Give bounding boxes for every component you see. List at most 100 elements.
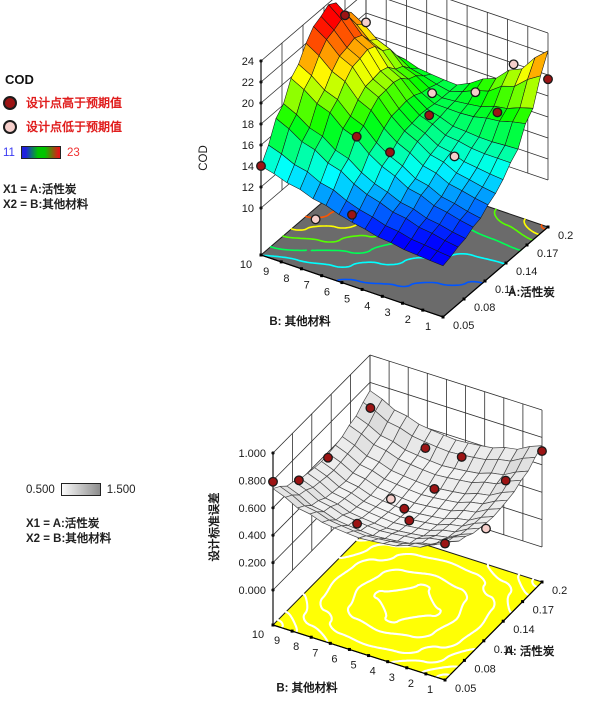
a-axis-title: A: 活性炭 — [505, 644, 555, 658]
contour-line — [319, 552, 496, 655]
z-tick-label: 24 — [242, 56, 254, 68]
z-tick — [271, 561, 275, 565]
b-tick-label: 3 — [384, 307, 390, 319]
b-tick — [299, 267, 303, 271]
a-tick — [483, 279, 487, 283]
gray-scale-bar — [60, 483, 101, 496]
a-tick-label: 0.17 — [537, 248, 558, 260]
z-tick — [259, 143, 263, 147]
b-tick — [259, 253, 263, 257]
a-tick-label: 0.08 — [474, 663, 495, 675]
a-tick — [443, 678, 447, 682]
b-tick-label: 5 — [350, 660, 356, 672]
stderr-legend: 0.500 1.500 X1 = A:活性炭 X2 = B:其他材料 — [26, 483, 221, 547]
z-tick — [259, 206, 263, 210]
z-tick-label: 20 — [242, 98, 254, 110]
z-tick-label: 0.400 — [238, 530, 266, 542]
a-tick-label: 0.17 — [533, 605, 554, 617]
b-tick — [340, 281, 344, 285]
b-tick-label: 2 — [408, 678, 414, 690]
b-tick — [290, 629, 294, 633]
a-tick-label: 0.14 — [516, 266, 537, 278]
b-tick — [405, 666, 409, 670]
b-axis-title: B: 其他材料 — [269, 314, 331, 328]
z-tick-label: 18 — [242, 119, 254, 131]
design-point-above — [537, 446, 547, 457]
b-tick — [421, 308, 425, 312]
a-tick — [546, 225, 550, 229]
scale-min-label: 0.500 — [26, 483, 55, 496]
design-point-above — [500, 475, 511, 486]
b-tick-label: 6 — [331, 653, 337, 665]
legend-above-row: 设计点高于预期值 — [3, 94, 198, 111]
b-tick — [386, 660, 390, 664]
factor-x1: X1 = A:活性炭 — [26, 518, 100, 530]
b-tick-label: 2 — [405, 314, 411, 326]
a-tick — [462, 297, 466, 301]
factor-definitions: X1 = A:活性炭 X2 = B:其他材料 — [3, 183, 198, 213]
floor-contours — [276, 528, 539, 679]
z-tick-label: 0.800 — [238, 475, 266, 487]
z-tick — [259, 101, 263, 105]
cod-legend: COD 设计点高于预期值 设计点低于预期值 11 23 X1 = A:活性炭 X… — [3, 72, 198, 213]
z-tick — [271, 588, 275, 592]
b-tick-label: 7 — [304, 280, 310, 292]
scale-max-label: 1.500 — [106, 483, 136, 496]
z-tick — [271, 533, 275, 537]
b-tick — [401, 301, 405, 305]
design-point-above — [340, 10, 350, 21]
z-tick-label: 16 — [242, 140, 254, 152]
b-tick — [360, 287, 364, 291]
design-point-below — [470, 87, 481, 98]
surface-mesh — [260, 2, 549, 267]
design-point-above — [268, 476, 278, 487]
b-tick — [328, 641, 332, 645]
design-point-above — [323, 452, 333, 463]
z-tick — [259, 80, 263, 84]
b-tick-label: 7 — [312, 647, 318, 659]
design-point-above — [385, 147, 395, 158]
design-point-above — [404, 515, 415, 526]
a-tick — [482, 639, 486, 643]
z-tick-label: 14 — [242, 161, 254, 173]
design-point-above — [440, 538, 450, 549]
z-tick — [271, 506, 275, 510]
b-tick-label: 3 — [389, 672, 395, 684]
a-tick-label: 0.2 — [558, 230, 573, 242]
factor-x2: X2 = B:其他材料 — [26, 533, 112, 546]
b-tick-label: 5 — [344, 293, 350, 305]
design-point-above — [352, 518, 363, 529]
b-tick-label: 10 — [240, 259, 252, 271]
design-point-above — [420, 443, 431, 454]
design-point-below — [310, 214, 321, 225]
a-tick — [525, 243, 529, 247]
b-tick-label: 10 — [252, 629, 264, 641]
factor-x1: X1 = A:活性炭 — [3, 184, 77, 196]
z-tick — [259, 122, 263, 126]
b-tick — [424, 672, 428, 676]
a-tick — [501, 619, 505, 623]
a-tick-label: 0.05 — [453, 320, 474, 332]
a-tick-label: 0.11 — [494, 644, 515, 656]
design-point-above — [456, 451, 467, 462]
legend-above-label: 设计点高于预期值 — [26, 96, 123, 110]
design-point-above — [424, 110, 435, 121]
design-points — [268, 403, 547, 549]
a-axis-title: A:活性炭 — [508, 285, 555, 299]
design-point-above — [543, 74, 553, 85]
legend-below-row: 设计点低于预期值 — [3, 118, 198, 135]
b-tick-label: 1 — [427, 684, 433, 696]
a-tick — [441, 315, 445, 319]
gray-scale: 0.500 1.500 — [26, 483, 221, 496]
design-point-below — [427, 88, 438, 99]
z-axis: 24 22 20 18 16 14 12 10 COD — [198, 56, 263, 255]
a-tick — [504, 261, 508, 265]
a-tick-label: 0.14 — [513, 624, 534, 636]
scale-min-label: 11 — [3, 146, 15, 159]
a-tick — [540, 580, 544, 584]
b-tick — [380, 294, 384, 298]
design-point-above — [492, 107, 503, 118]
design-points — [256, 10, 553, 225]
